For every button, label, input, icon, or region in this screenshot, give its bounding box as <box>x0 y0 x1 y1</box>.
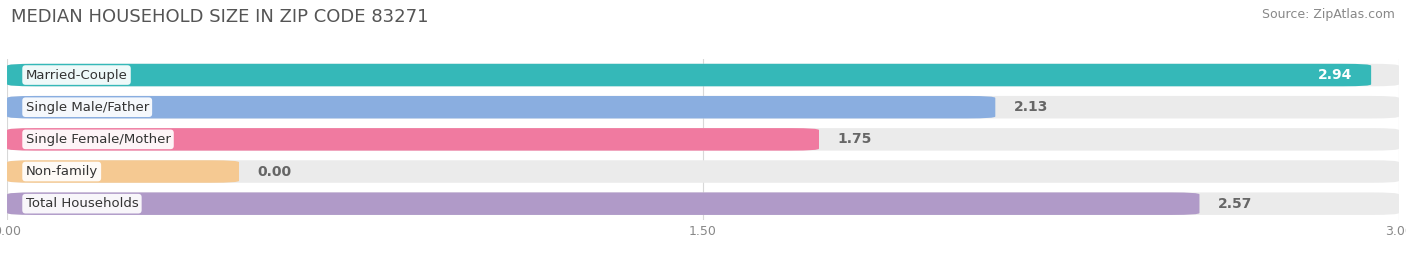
Text: 2.13: 2.13 <box>1014 100 1049 114</box>
Text: Non-family: Non-family <box>25 165 98 178</box>
Text: 2.57: 2.57 <box>1218 197 1253 211</box>
Text: MEDIAN HOUSEHOLD SIZE IN ZIP CODE 83271: MEDIAN HOUSEHOLD SIZE IN ZIP CODE 83271 <box>11 8 429 26</box>
Text: 0.00: 0.00 <box>257 165 291 178</box>
Text: Single Female/Mother: Single Female/Mother <box>25 133 170 146</box>
FancyBboxPatch shape <box>7 128 818 151</box>
FancyBboxPatch shape <box>7 160 1399 183</box>
FancyBboxPatch shape <box>7 160 239 183</box>
FancyBboxPatch shape <box>7 128 1399 151</box>
FancyBboxPatch shape <box>7 64 1399 86</box>
Text: 1.75: 1.75 <box>838 132 872 146</box>
FancyBboxPatch shape <box>7 96 1399 118</box>
FancyBboxPatch shape <box>7 192 1399 215</box>
FancyBboxPatch shape <box>7 192 1199 215</box>
Text: Single Male/Father: Single Male/Father <box>25 101 149 114</box>
Text: Married-Couple: Married-Couple <box>25 69 128 81</box>
Text: Total Households: Total Households <box>25 197 138 210</box>
Text: 2.94: 2.94 <box>1319 68 1353 82</box>
Text: Source: ZipAtlas.com: Source: ZipAtlas.com <box>1261 8 1395 21</box>
FancyBboxPatch shape <box>7 64 1371 86</box>
FancyBboxPatch shape <box>7 96 995 118</box>
